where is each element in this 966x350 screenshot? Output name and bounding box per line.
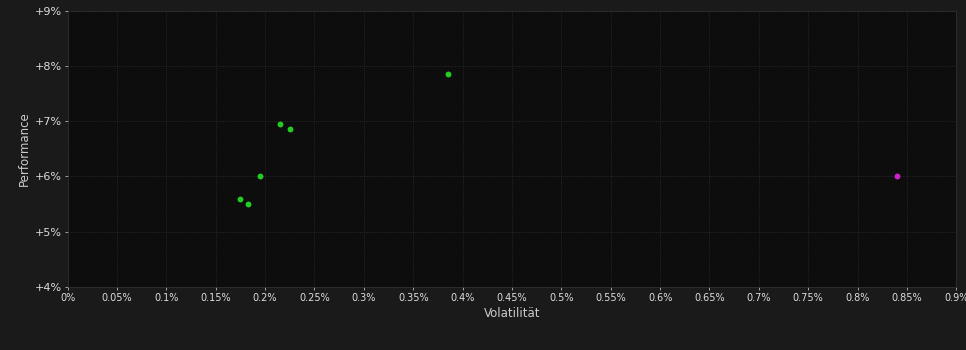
- X-axis label: Volatilität: Volatilität: [484, 307, 540, 320]
- Point: [890, 174, 905, 179]
- Point: [233, 196, 248, 201]
- Y-axis label: Performance: Performance: [17, 111, 31, 186]
- Point: [272, 121, 288, 127]
- Point: [241, 201, 256, 207]
- Point: [282, 127, 298, 132]
- Point: [440, 71, 456, 77]
- Point: [252, 174, 268, 179]
